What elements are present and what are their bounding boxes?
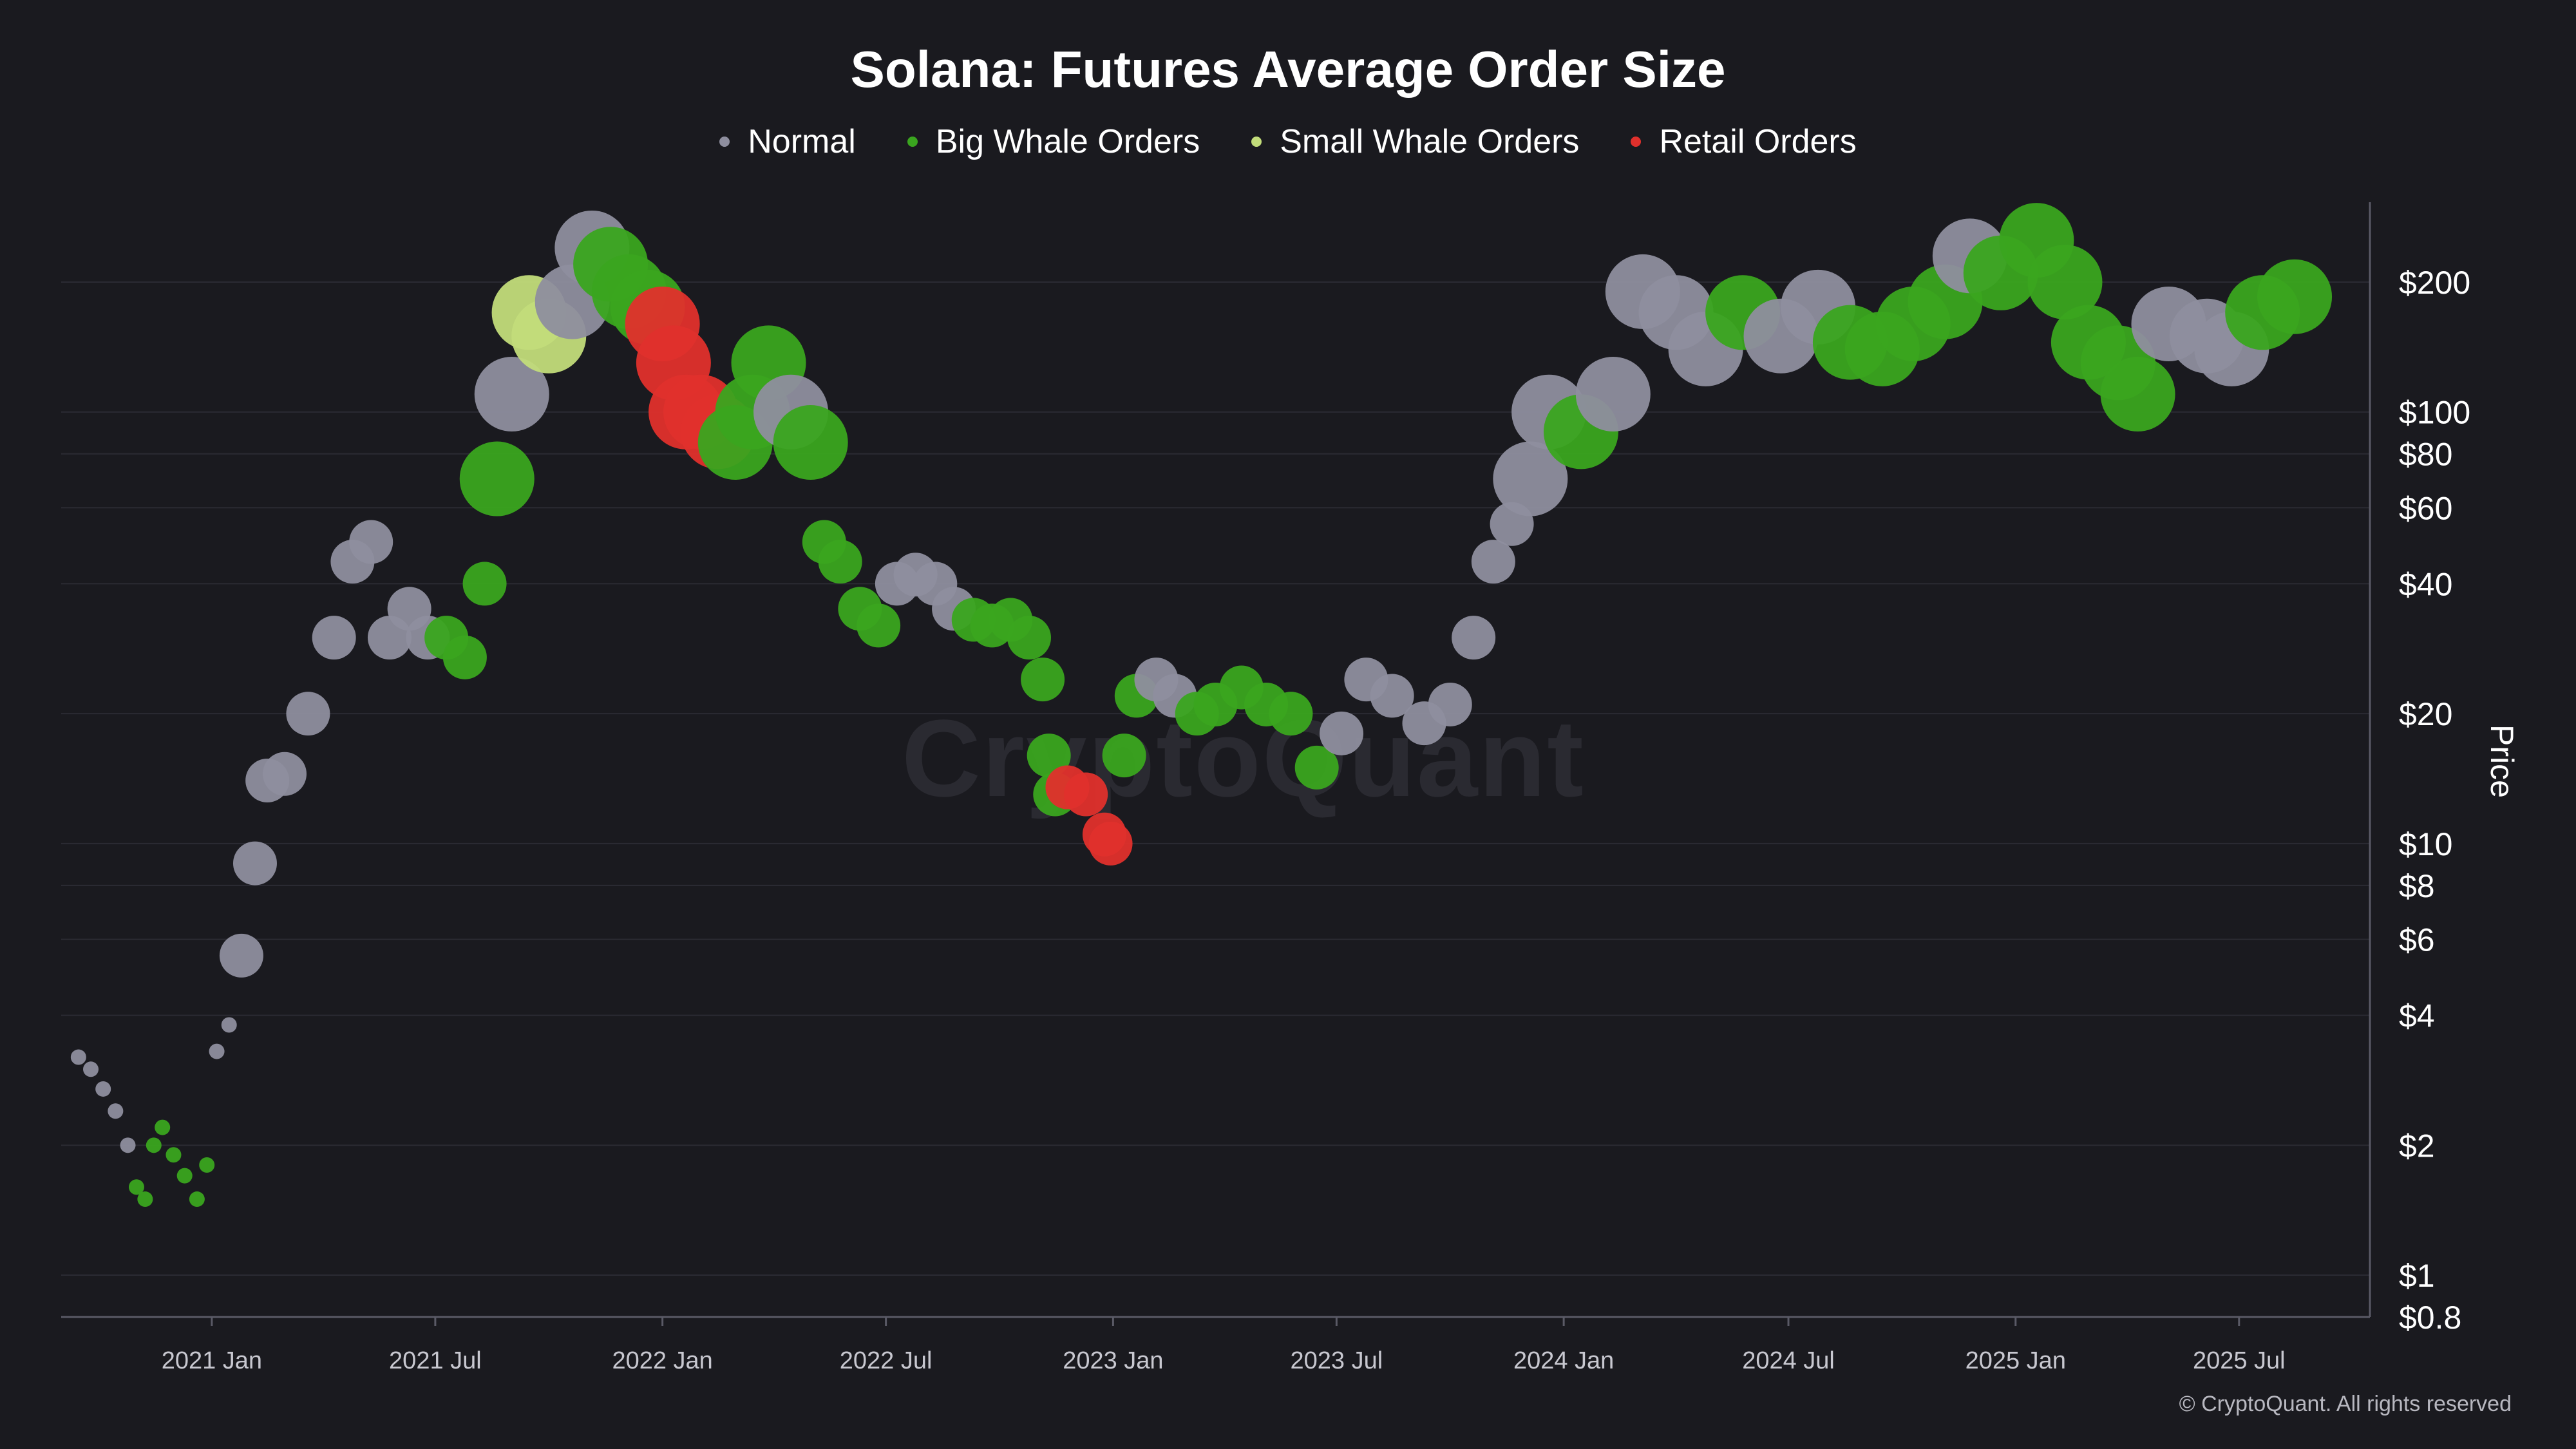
legend-item-normal[interactable]: Normal bbox=[719, 122, 856, 161]
normal-point bbox=[108, 1103, 124, 1119]
normal-point bbox=[120, 1137, 136, 1153]
y-tick-label: $1 bbox=[2399, 1258, 2435, 1294]
legend-label: Normal bbox=[748, 123, 856, 160]
big-whale-point bbox=[1102, 734, 1146, 778]
legend-dot-icon bbox=[1251, 137, 1262, 147]
big-whale-point bbox=[818, 540, 862, 584]
big-whale-point bbox=[857, 603, 901, 648]
normal-point bbox=[1452, 616, 1496, 660]
normal-point bbox=[262, 752, 307, 796]
x-tick-label: 2023 Jan bbox=[1063, 1347, 1163, 1374]
retail-point bbox=[1088, 821, 1133, 866]
y-tick-label: $60 bbox=[2399, 490, 2452, 526]
legend-item-big-whale[interactable]: Big Whale Orders bbox=[907, 122, 1200, 161]
normal-point bbox=[349, 520, 393, 564]
big-whale-point bbox=[1269, 692, 1313, 736]
legend-dot-icon bbox=[907, 137, 918, 147]
legend-label: Small Whale Orders bbox=[1280, 123, 1580, 160]
normal-point bbox=[312, 616, 356, 660]
x-tick-label: 2022 Jan bbox=[612, 1347, 712, 1374]
x-tick-label: 2022 Jul bbox=[840, 1347, 933, 1374]
big-whale-point bbox=[2027, 245, 2103, 320]
chart-title: Solana: Futures Average Order Size bbox=[850, 41, 1726, 98]
x-tick-label: 2021 Jul bbox=[389, 1347, 482, 1374]
x-tick-label: 2025 Jul bbox=[2193, 1347, 2286, 1374]
x-tick-label: 2025 Jan bbox=[1965, 1347, 2066, 1374]
legend-label: Big Whale Orders bbox=[935, 123, 1200, 160]
x-tick-label: 2021 Jan bbox=[162, 1347, 262, 1374]
normal-point bbox=[95, 1081, 111, 1097]
normal-point bbox=[70, 1049, 86, 1065]
y-tick-label: $6 bbox=[2399, 922, 2435, 958]
big-whale-point bbox=[199, 1157, 215, 1173]
normal-point bbox=[1493, 441, 1568, 516]
legend-dot-icon bbox=[1631, 137, 1642, 147]
big-whale-point bbox=[442, 635, 487, 679]
y-tick-label: $2 bbox=[2399, 1128, 2435, 1164]
normal-point bbox=[1428, 682, 1472, 726]
normal-point bbox=[1471, 540, 1515, 584]
normal-point bbox=[83, 1061, 99, 1077]
y-axis-label: Price bbox=[2484, 724, 2520, 798]
big-whale-point bbox=[137, 1191, 153, 1208]
normal-point bbox=[219, 933, 263, 978]
y-tick-label: $8 bbox=[2399, 868, 2435, 904]
retail-point bbox=[1064, 772, 1108, 817]
y-tick-label: $0.8 bbox=[2399, 1300, 2461, 1336]
big-whale-point bbox=[1294, 745, 1339, 790]
axes: $200 $100 $80 $60 $40 $20 $10 $8 $6 $4 $2 $1 $0.8 202… bbox=[61, 202, 2520, 1374]
big-whale-point bbox=[189, 1191, 205, 1208]
normal-point bbox=[474, 357, 549, 432]
big-whale-point bbox=[176, 1168, 193, 1184]
big-whale-point bbox=[155, 1119, 171, 1135]
big-whale-point bbox=[1007, 616, 1052, 660]
big-whale-point bbox=[146, 1137, 162, 1153]
y-tick-label: $80 bbox=[2399, 437, 2452, 473]
big-whale-point bbox=[128, 1179, 144, 1195]
big-whale-point bbox=[166, 1147, 182, 1163]
normal-point bbox=[1370, 674, 1414, 718]
x-tick-label: 2023 Jul bbox=[1291, 1347, 1383, 1374]
big-whale-point bbox=[462, 562, 507, 606]
legend: Normal Big Whale Orders Small Whale Orde… bbox=[0, 122, 2576, 161]
y-tick-label: $4 bbox=[2399, 998, 2435, 1034]
big-whale-point bbox=[2100, 357, 2175, 432]
copyright-text: © CryptoQuant. All rights reserved bbox=[2179, 1392, 2512, 1416]
legend-label: Retail Orders bbox=[1659, 123, 1857, 160]
legend-item-retail[interactable]: Retail Orders bbox=[1631, 122, 1857, 161]
normal-point bbox=[221, 1017, 237, 1033]
y-tick-label: $40 bbox=[2399, 566, 2452, 602]
y-tick-label: $100 bbox=[2399, 395, 2470, 431]
big-whale-point bbox=[459, 441, 535, 516]
normal-point bbox=[1320, 711, 1364, 755]
big-whale-point bbox=[1027, 734, 1071, 778]
legend-dot-icon bbox=[719, 137, 730, 147]
watermark-logo: CryptoQuant bbox=[902, 697, 1585, 820]
y-tick-label: $10 bbox=[2399, 826, 2452, 862]
normal-point bbox=[1575, 357, 1651, 432]
normal-point bbox=[209, 1043, 225, 1059]
legend-item-small-whale[interactable]: Small Whale Orders bbox=[1251, 122, 1579, 161]
big-whale-point bbox=[1021, 658, 1065, 702]
big-whale-point bbox=[773, 405, 848, 480]
x-tick-label: 2024 Jul bbox=[1742, 1347, 1835, 1374]
x-tick-label: 2024 Jan bbox=[1513, 1347, 1614, 1374]
y-tick-label: $20 bbox=[2399, 696, 2452, 732]
big-whale-point bbox=[2257, 259, 2333, 334]
grid-lines bbox=[61, 281, 2370, 1318]
normal-point bbox=[286, 692, 330, 736]
data-points bbox=[70, 203, 2333, 1208]
y-tick-label: $200 bbox=[2399, 265, 2470, 301]
normal-point bbox=[232, 841, 277, 886]
